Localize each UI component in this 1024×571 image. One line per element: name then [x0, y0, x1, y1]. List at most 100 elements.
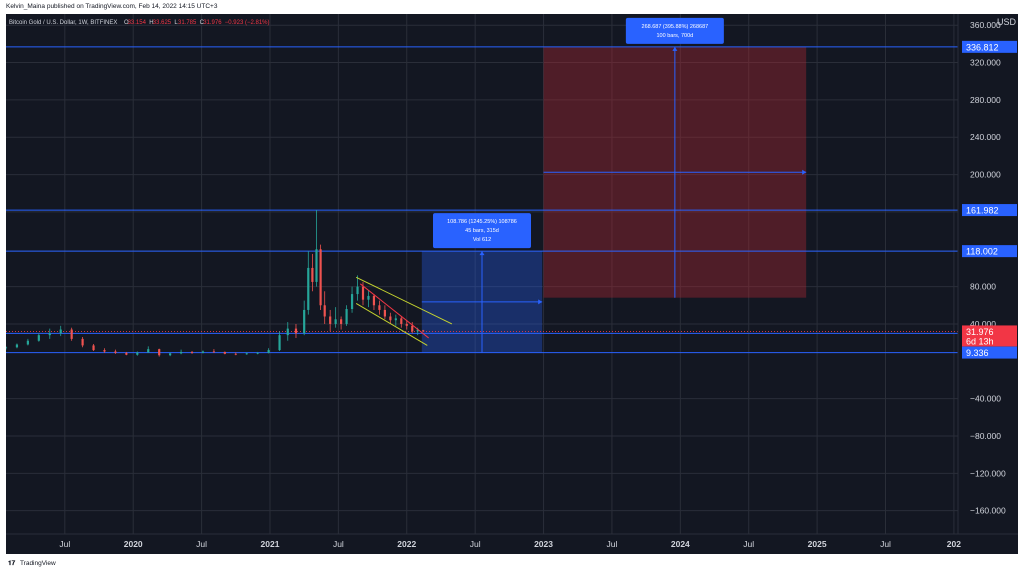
price-tick-label: 40.000: [970, 319, 996, 329]
trend-line[interactable]: [359, 283, 429, 339]
legend-open-value: 33.154: [128, 20, 147, 26]
candle-body: [179, 351, 183, 354]
measure-range-label-line: 100 bars, 700d: [657, 33, 694, 39]
currency-label: USD: [997, 17, 1017, 27]
time-tick-label: Jul: [470, 539, 481, 549]
candle-body: [92, 345, 95, 351]
level-price-tag[interactable]: [962, 245, 1017, 258]
level-price-tag[interactable]: [962, 346, 1017, 359]
candle-body: [294, 328, 298, 334]
candle-body: [367, 295, 370, 300]
arrow-up-icon: [672, 46, 678, 51]
candle-body: [81, 338, 84, 346]
chart-area[interactable]: 108.786 (1245.25%) 108786 45 bars, 315d Vo…: [6, 14, 1018, 554]
candle-body: [334, 319, 337, 324]
time-tick-label: 2020: [124, 539, 143, 549]
candle-body: [315, 249, 318, 282]
price-tick-label: 240.000: [970, 132, 1001, 142]
published-text: Kelvin_Maina published on TradingView.co…: [6, 3, 218, 10]
published-header: Kelvin_Maina published on TradingView.co…: [0, 0, 1024, 14]
legend-high-value: 33.625: [153, 20, 172, 26]
last-price-tag: [962, 325, 1017, 347]
candle-body: [319, 249, 322, 306]
candle-body: [311, 267, 314, 282]
tradingview-logo-icon: 𝟏𝟕: [8, 560, 16, 567]
price-tick-label: −80.000: [970, 431, 1001, 441]
legend-open-label: O: [124, 20, 129, 26]
level-price-tag-label: 118.002: [966, 247, 998, 257]
time-tick-label: 2022: [397, 539, 416, 549]
candle-body: [394, 318, 397, 321]
measure-ranges[interactable]: 108.786 (1245.25%) 108786 45 bars, 315d Vo…: [421, 17, 807, 353]
time-tick-label: Jul: [196, 539, 207, 549]
candles: [6, 210, 425, 357]
price-tick-label: −120.000: [970, 468, 1006, 478]
candle-body: [136, 352, 139, 355]
time-tick-label: Jul: [880, 539, 891, 549]
price-tick-label: −160.000: [970, 506, 1006, 516]
candle-body: [114, 351, 117, 353]
candle-body: [256, 352, 259, 354]
candle-body: [372, 295, 376, 306]
candle-body: [307, 267, 310, 310]
legend-close-value: 31.976: [203, 20, 222, 26]
measure-range-label-box: [625, 17, 724, 44]
candle-body: [383, 309, 386, 317]
candle-body: [169, 353, 172, 356]
price-chart[interactable]: 108.786 (1245.25%) 108786 45 bars, 315d Vo…: [6, 14, 1018, 554]
legend-change-value: −0.923 (−2.81%): [225, 20, 270, 26]
candle-body: [286, 328, 289, 336]
symbol-legend: Bitcoin Gold / U.S. Dollar, 1W, BITFINEX…: [9, 20, 270, 26]
bar-countdown-label: 6d 13h: [966, 336, 994, 346]
level-price-tag[interactable]: [962, 40, 1017, 53]
price-tick-label: 320.000: [970, 58, 1001, 68]
measure-range-label-box: [433, 213, 531, 249]
legend-close-label: C: [200, 20, 205, 26]
candle-body: [278, 335, 281, 351]
last-price-label: 31.976: [966, 327, 994, 337]
measure-range-label-line: 108.786 (1245.25%) 108786: [447, 219, 517, 225]
time-tick-label: 202: [947, 539, 961, 549]
measure-range-label-line: Vol 612: [473, 237, 491, 243]
candle-body: [323, 305, 326, 317]
price-tick-label: 80.000: [970, 282, 996, 292]
candle-body: [201, 351, 205, 353]
legend-low-label: L: [174, 20, 178, 26]
candle-body: [190, 351, 194, 353]
candle-body: [389, 316, 392, 321]
candle-body: [26, 340, 29, 345]
candle-body: [405, 323, 408, 326]
candle-body: [59, 329, 62, 334]
candle-body: [37, 335, 40, 341]
time-tick-label: 2024: [671, 539, 690, 549]
level-price-tag-label: 336.812: [966, 42, 999, 52]
axes: 360.000320.000280.000240.000200.000160.0…: [6, 14, 1018, 554]
symbol-name: Bitcoin Gold / U.S. Dollar, 1W, BITFINEX: [9, 20, 117, 26]
arrow-right-icon: [802, 169, 807, 175]
candle-body: [378, 305, 381, 310]
time-tick-label: Jul: [59, 539, 70, 549]
arrow-right-icon: [538, 299, 543, 305]
candle-body: [329, 316, 332, 324]
candle-body: [345, 309, 348, 324]
trend-line[interactable]: [355, 302, 428, 346]
price-tick-label: 360.000: [970, 20, 1001, 30]
trend-line[interactable]: [355, 276, 453, 325]
time-tick-label: Jul: [607, 539, 618, 549]
candle-body: [411, 325, 414, 332]
candle-body: [48, 333, 51, 336]
time-tick-label: Jul: [333, 539, 344, 549]
price-tick-label: 200.000: [970, 170, 1001, 180]
candle-body: [6, 347, 8, 349]
price-axis-bg: [958, 14, 1018, 554]
candle-body: [303, 309, 306, 334]
candle-body: [267, 350, 270, 353]
candle-body: [212, 351, 216, 353]
legend-high-label: H: [149, 20, 153, 26]
level-price-tag[interactable]: [962, 204, 1017, 217]
time-tick-label: 2025: [808, 539, 827, 549]
candle-body: [356, 286, 359, 295]
candle-body: [70, 329, 73, 339]
horizontal-levels[interactable]: [6, 46, 1018, 354]
trend-channel[interactable]: [355, 276, 453, 346]
